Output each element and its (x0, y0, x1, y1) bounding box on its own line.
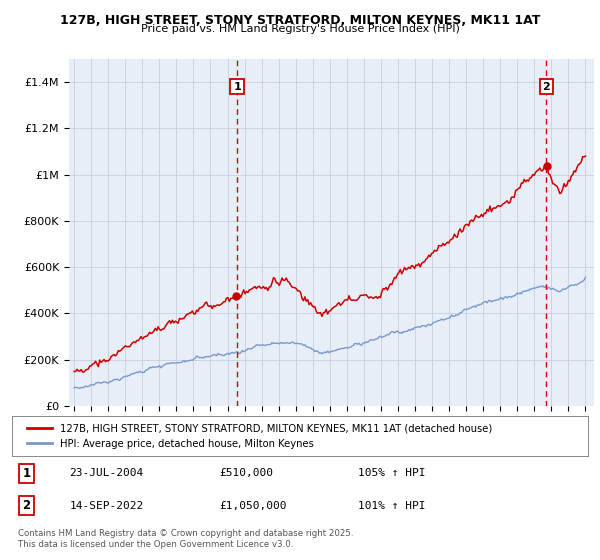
Text: £510,000: £510,000 (220, 468, 274, 478)
Text: £1,050,000: £1,050,000 (220, 501, 287, 511)
Text: 23-JUL-2004: 23-JUL-2004 (70, 468, 144, 478)
Text: 1: 1 (22, 467, 31, 480)
Text: 101% ↑ HPI: 101% ↑ HPI (358, 501, 425, 511)
Text: 2: 2 (22, 499, 31, 512)
Text: 14-SEP-2022: 14-SEP-2022 (70, 501, 144, 511)
Text: Contains HM Land Registry data © Crown copyright and database right 2025.
This d: Contains HM Land Registry data © Crown c… (18, 529, 353, 549)
Legend: 127B, HIGH STREET, STONY STRATFORD, MILTON KEYNES, MK11 1AT (detached house), HP: 127B, HIGH STREET, STONY STRATFORD, MILT… (23, 420, 496, 452)
Text: 105% ↑ HPI: 105% ↑ HPI (358, 468, 425, 478)
Text: 127B, HIGH STREET, STONY STRATFORD, MILTON KEYNES, MK11 1AT: 127B, HIGH STREET, STONY STRATFORD, MILT… (60, 14, 540, 27)
Text: 1: 1 (233, 82, 241, 92)
Text: 2: 2 (542, 82, 550, 92)
Text: Price paid vs. HM Land Registry's House Price Index (HPI): Price paid vs. HM Land Registry's House … (140, 24, 460, 34)
